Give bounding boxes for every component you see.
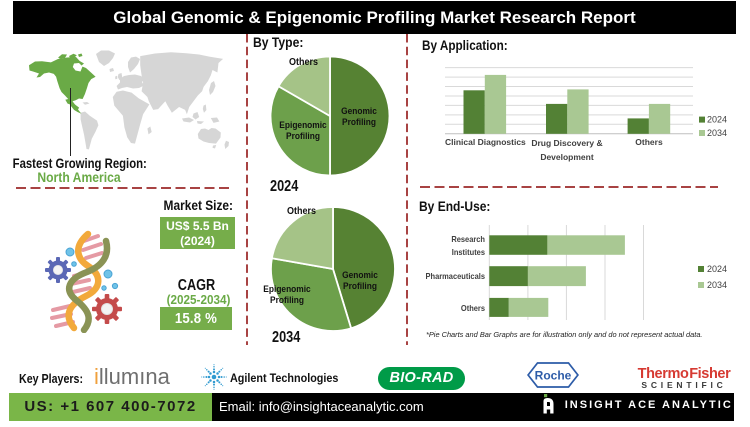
svg-text:2034: 2034 xyxy=(707,280,727,290)
svg-text:2024: 2024 xyxy=(707,264,727,274)
svg-text:Roche: Roche xyxy=(535,368,572,382)
svg-text:2034: 2034 xyxy=(707,128,727,138)
svg-text:2024: 2024 xyxy=(707,115,727,125)
svg-text:INSIGHT ACE ANALYTIC: INSIGHT ACE ANALYTIC xyxy=(565,399,733,411)
